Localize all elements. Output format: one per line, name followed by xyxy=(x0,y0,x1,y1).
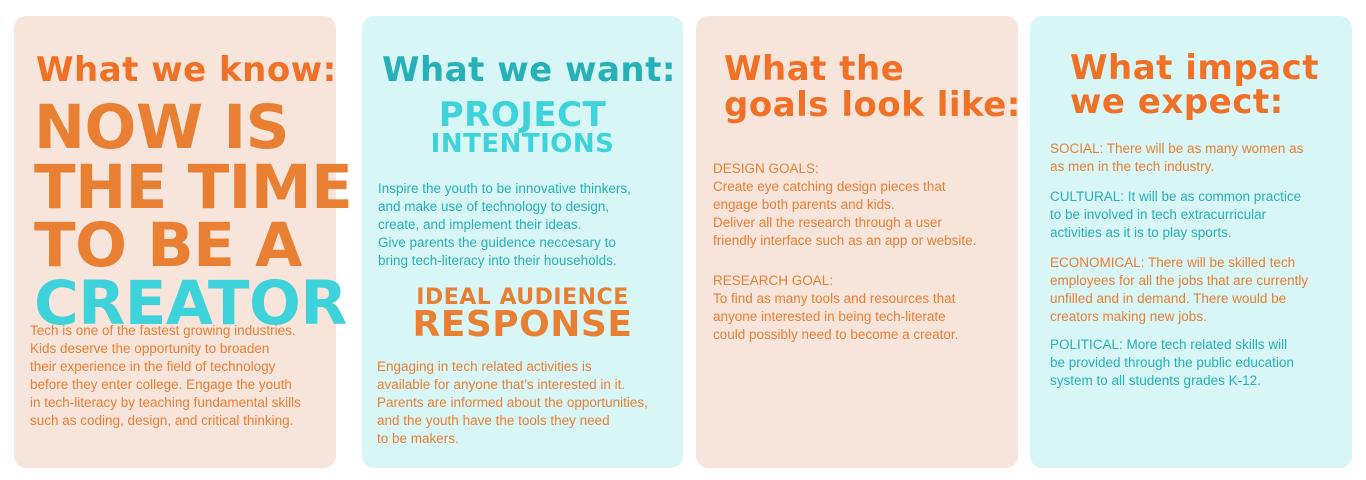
card-what-we-want: What we want: PROJECT INTENTIONS Inspire… xyxy=(362,16,683,468)
card4-cultural: CULTURAL: It will be as common practice … xyxy=(1050,189,1302,240)
card3-heading-line1: What the xyxy=(724,49,905,89)
card4-economical: ECONOMICAL: There will be skilled tech e… xyxy=(1050,255,1309,324)
card-impact: What impact we expect: SOCIAL: There wil… xyxy=(1030,16,1352,468)
card4-heading-line1: What impact xyxy=(1070,48,1320,88)
card1-heading: What we know: xyxy=(36,50,337,90)
card2-body2: Engaging in tech related activities is a… xyxy=(377,359,648,446)
card3-research-goal: RESEARCH GOAL: To find as many tools and… xyxy=(713,273,959,342)
card-goals: What the goals look like: DESIGN GOALS: … xyxy=(696,16,1021,468)
card1-big-line-3: TO BE A xyxy=(34,210,302,281)
card2-subhead1-line2: INTENTIONS xyxy=(430,129,615,159)
card1-body: Tech is one of the fastest growing indus… xyxy=(30,323,301,428)
card2-subhead1-line1: PROJECT xyxy=(438,95,607,135)
card1-big-line-4: CREATOR xyxy=(34,268,347,339)
card4-social: SOCIAL: There will be as many women as a… xyxy=(1050,141,1304,174)
card4-heading-line2: we expect: xyxy=(1070,82,1284,122)
card1-big-line-1: NOW IS xyxy=(34,92,290,163)
card2-heading: What we want: xyxy=(382,50,676,90)
card2-subhead2-line1: IDEAL AUDIENCE xyxy=(416,285,629,310)
card-what-we-know: What we know: NOW IS THE TIME TO BE A CR… xyxy=(14,16,353,468)
card3-heading-line2: goals look like: xyxy=(724,85,1021,125)
card3-design-goals: DESIGN GOALS: Create eye catching design… xyxy=(713,161,977,248)
card2-subhead2-line2: RESPONSE xyxy=(412,304,633,345)
card2-body1: Inspire the youth to be innovative think… xyxy=(378,181,631,268)
card1-big-line-2: THE TIME xyxy=(34,152,353,223)
card4-political: POLITICAL: More tech related skills will… xyxy=(1050,337,1294,388)
